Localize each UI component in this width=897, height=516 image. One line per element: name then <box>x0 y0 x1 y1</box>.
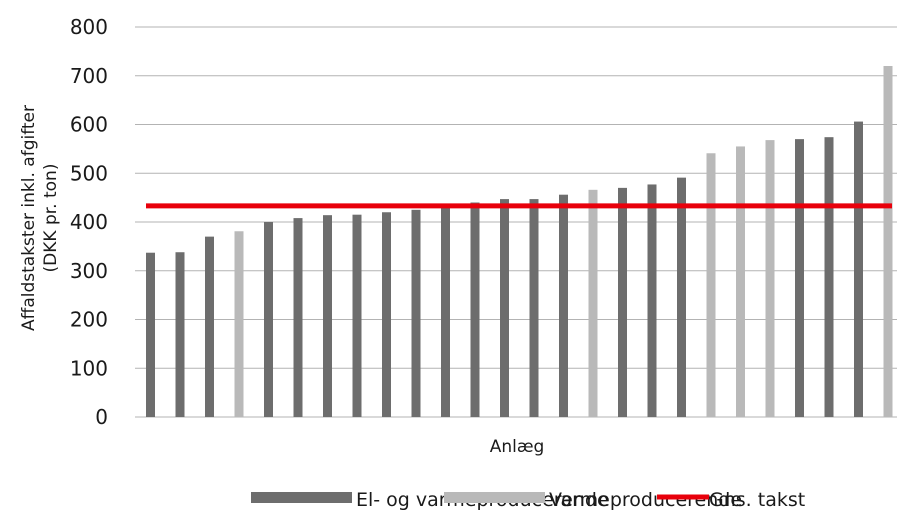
bar-25-el <box>854 121 863 417</box>
bar-14-el <box>529 199 539 417</box>
bar-16-varme <box>588 189 598 417</box>
bars <box>146 66 893 418</box>
bar-7-el <box>323 215 332 417</box>
bar-17-el <box>618 187 627 417</box>
bar-15-el <box>559 194 568 417</box>
y-axis-title-line-2: (DKK pr. ton) <box>41 164 61 273</box>
y-tick-label-0: 0 <box>95 405 108 429</box>
bar-10-el <box>411 209 421 417</box>
legend: El- og varmeproducerendeVarmeproducerend… <box>251 489 805 511</box>
bar-24-el <box>824 137 834 418</box>
bar-21-varme <box>736 146 745 417</box>
bar-20-varme <box>706 153 716 417</box>
y-axis-title: Affaldstakster inkl. afgifter (DKK pr. t… <box>19 105 61 331</box>
gridlines <box>135 26 897 418</box>
bar-13-el <box>500 199 509 417</box>
x-axis-title: Anlæg <box>490 437 545 457</box>
y-tick-label-100: 100 <box>70 356 108 380</box>
bar-19-el <box>677 177 686 417</box>
bar-23-el <box>795 139 804 417</box>
bar-1-el <box>146 252 155 417</box>
y-axis-title-line-1: Affaldstakster inkl. afgifter <box>19 105 39 331</box>
y-tick-label-300: 300 <box>70 259 108 283</box>
bar-6-el <box>293 218 303 417</box>
y-tick-label-800: 800 <box>70 15 108 39</box>
y-tick-label-600: 600 <box>70 113 108 137</box>
bar-22-varme <box>765 140 775 417</box>
legend-label-gns-takst: Gns. takst <box>709 489 805 511</box>
bar-3-el <box>205 236 214 417</box>
bar-18-el <box>647 184 657 417</box>
bar-9-el <box>382 212 391 417</box>
bar-2-el <box>175 252 185 417</box>
y-axis-ticks: 0 100 200 300 400 500 600 700 800 <box>70 15 108 429</box>
legend-swatch-varmeproducerende <box>444 492 545 503</box>
bar-11-el <box>441 205 450 417</box>
bar-26-varme <box>883 66 893 417</box>
bar-8-el <box>352 214 362 417</box>
y-tick-label-500: 500 <box>70 161 108 185</box>
bar-5-el <box>264 222 273 417</box>
bar-12-el <box>470 202 480 417</box>
y-tick-label-700: 700 <box>70 64 108 88</box>
y-tick-label-200: 200 <box>70 308 108 332</box>
y-tick-label-400: 400 <box>70 210 108 234</box>
bar-4-varme <box>234 231 244 417</box>
legend-swatch-el-og-varmeproducerende <box>251 492 352 503</box>
